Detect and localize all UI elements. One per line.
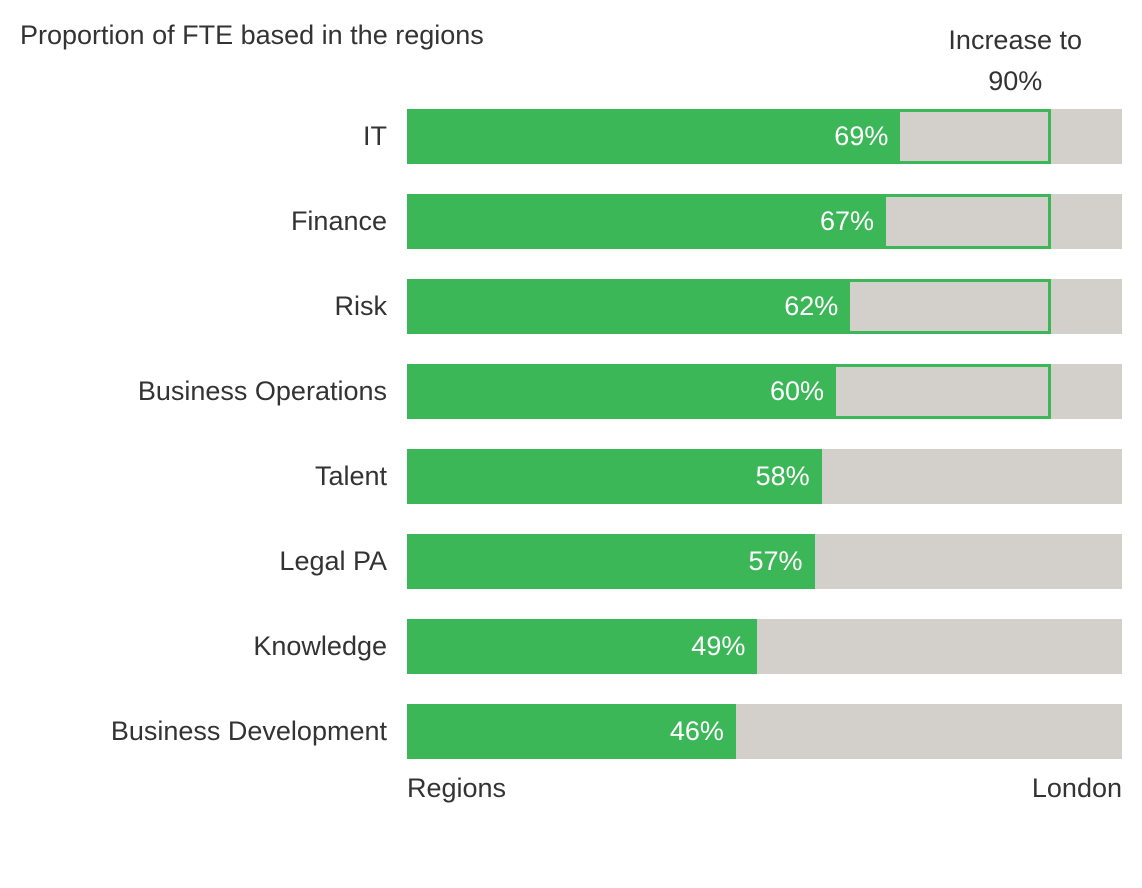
category-label: Knowledge	[20, 631, 407, 662]
bar-fill: 67%	[407, 194, 886, 249]
axis-row: Regions London	[20, 773, 1122, 804]
bar-fill: 58%	[407, 449, 822, 504]
bar-value-label: 58%	[756, 461, 810, 492]
bar-fill: 62%	[407, 279, 850, 334]
bar-fill: 60%	[407, 364, 836, 419]
bar-track: 67%	[407, 194, 1122, 249]
bar-fill: 57%	[407, 534, 815, 589]
bar-value-label: 62%	[784, 291, 838, 322]
bar-track: 46%	[407, 704, 1122, 759]
bar-value-label: 57%	[749, 546, 803, 577]
bar-row: Finance 67%	[20, 194, 1122, 249]
target-label-line1: Increase to	[948, 25, 1082, 55]
bar-row: IT 69%	[20, 109, 1122, 164]
axis-right-label: London	[1032, 773, 1122, 804]
bar-track: 69%	[407, 109, 1122, 164]
bar-row: Risk 62%	[20, 279, 1122, 334]
axis-left-label: Regions	[407, 773, 506, 804]
bar-value-label: 60%	[770, 376, 824, 407]
bar-fill: 69%	[407, 109, 900, 164]
bar-value-label: 46%	[670, 716, 724, 747]
bar-row: Business Operations 60%	[20, 364, 1122, 419]
bar-row: Talent 58%	[20, 449, 1122, 504]
category-label: Talent	[20, 461, 407, 492]
bar-fill: 49%	[407, 619, 757, 674]
target-label-line2: 90%	[988, 66, 1042, 96]
category-label: Risk	[20, 291, 407, 322]
bar-rows-area: IT 69% Finance 67% Risk 62% Business Operation…	[20, 109, 1122, 759]
category-label: Business Operations	[20, 376, 407, 407]
category-label: Finance	[20, 206, 407, 237]
target-label: Increase to 90%	[948, 20, 1122, 101]
chart-header: Proportion of FTE based in the regions I…	[20, 20, 1122, 101]
bar-row: Knowledge 49%	[20, 619, 1122, 674]
chart-title: Proportion of FTE based in the regions	[20, 20, 948, 51]
bar-fill: 46%	[407, 704, 736, 759]
bar-track: 60%	[407, 364, 1122, 419]
bar-row: Business Development 46%	[20, 704, 1122, 759]
bar-row: Legal PA 57%	[20, 534, 1122, 589]
bar-track: 49%	[407, 619, 1122, 674]
bar-value-label: 67%	[820, 206, 874, 237]
category-label: IT	[20, 121, 407, 152]
bar-value-label: 49%	[691, 631, 745, 662]
bar-track: 57%	[407, 534, 1122, 589]
category-label: Legal PA	[20, 546, 407, 577]
bar-track: 62%	[407, 279, 1122, 334]
axis-labels: Regions London	[407, 773, 1122, 804]
category-label: Business Development	[20, 716, 407, 747]
fte-proportion-chart: Proportion of FTE based in the regions I…	[20, 20, 1122, 804]
bar-value-label: 69%	[834, 121, 888, 152]
bar-track: 58%	[407, 449, 1122, 504]
